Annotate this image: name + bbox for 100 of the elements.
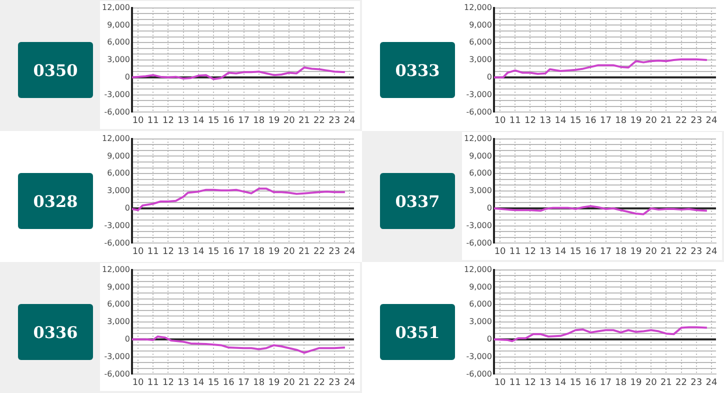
x-tick-label: 23 bbox=[328, 246, 340, 257]
x-tick-label: 19 bbox=[268, 116, 280, 126]
x-tick-label: 22 bbox=[314, 246, 325, 257]
y-tick-label: 12,000 bbox=[464, 134, 492, 143]
x-tick-label: 16 bbox=[584, 246, 597, 257]
y-tick-label: 9,000 bbox=[107, 282, 130, 292]
x-tick-label: 12 bbox=[524, 116, 536, 126]
x-tick-label: 16 bbox=[584, 116, 597, 126]
y-tick-label: 9,000 bbox=[107, 151, 130, 160]
x-tick-label: 14 bbox=[554, 116, 566, 126]
x-tick-label: 15 bbox=[570, 378, 582, 388]
x-tick-label: 23 bbox=[690, 378, 702, 388]
x-tick-label: 23 bbox=[690, 246, 702, 257]
x-tick-label: 20 bbox=[283, 116, 296, 126]
x-tick-label: 18 bbox=[615, 246, 627, 257]
x-tick-label: 15 bbox=[570, 116, 582, 126]
x-tick-label: 24 bbox=[344, 378, 356, 388]
x-tick-label: 21 bbox=[660, 116, 672, 126]
y-tick-label: 6,000 bbox=[107, 300, 130, 309]
x-tick-label: 10 bbox=[132, 246, 144, 257]
x-tick-label: 17 bbox=[600, 246, 612, 257]
x-tick-label: 13 bbox=[540, 378, 552, 388]
x-tick-label: 16 bbox=[222, 378, 235, 388]
y-tick-label: -3,000 bbox=[104, 352, 130, 361]
y-tick-label: 6,000 bbox=[469, 168, 492, 178]
y-tick-label: 3,000 bbox=[469, 55, 492, 64]
y-tick-label: -3,000 bbox=[104, 220, 130, 230]
x-tick-label: 23 bbox=[690, 116, 702, 126]
x-tick-label: 24 bbox=[344, 116, 356, 126]
x-tick-label: 18 bbox=[615, 116, 627, 126]
x-tick-label: 16 bbox=[222, 116, 235, 126]
y-tick-label: -6,000 bbox=[466, 238, 492, 248]
y-tick-label: 3,000 bbox=[469, 186, 492, 196]
x-tick-label: 11 bbox=[509, 246, 521, 257]
y-tick-label: 12,000 bbox=[102, 264, 130, 274]
y-tick-label: 12,000 bbox=[102, 134, 130, 143]
y-tick-label: 0 bbox=[486, 334, 492, 344]
x-tick-label: 21 bbox=[298, 378, 310, 388]
y-tick-label: 6,000 bbox=[107, 168, 130, 178]
text: 0351 bbox=[380, 304, 455, 360]
x-tick-label: 17 bbox=[238, 116, 250, 126]
text: 0336 bbox=[18, 304, 93, 360]
x-tick-label: 15 bbox=[208, 116, 220, 126]
x-tick-label: 13 bbox=[540, 116, 552, 126]
x-tick-label: 11 bbox=[147, 378, 159, 388]
x-tick-label: 14 bbox=[554, 246, 566, 257]
x-tick-label: 19 bbox=[630, 116, 642, 126]
y-tick-label: 3,000 bbox=[107, 186, 130, 196]
x-tick-label: 21 bbox=[660, 246, 672, 257]
y-tick-label: 3,000 bbox=[469, 317, 492, 326]
y-tick-label: 0 bbox=[124, 334, 130, 344]
x-tick-label: 24 bbox=[706, 246, 718, 257]
y-tick-label: 9,000 bbox=[469, 151, 492, 160]
x-tick-label: 20 bbox=[645, 378, 658, 388]
x-tick-label: 20 bbox=[283, 378, 296, 388]
y-tick-label: -6,000 bbox=[466, 107, 492, 116]
y-tick-label: -3,000 bbox=[466, 220, 492, 230]
x-tick-label: 18 bbox=[615, 378, 627, 388]
x-tick-label: 24 bbox=[706, 378, 718, 388]
x-tick-label: 22 bbox=[676, 378, 687, 388]
x-tick-label: 13 bbox=[178, 116, 190, 126]
y-tick-label: -6,000 bbox=[104, 369, 130, 378]
x-tick-label: 21 bbox=[298, 116, 310, 126]
y-tick-label: 12,000 bbox=[102, 2, 130, 12]
x-tick-label: 18 bbox=[253, 378, 265, 388]
y-tick-label: 6,000 bbox=[107, 38, 130, 47]
y-tick-label: 9,000 bbox=[107, 20, 130, 30]
x-tick-label: 18 bbox=[253, 116, 265, 126]
x-tick-label: 14 bbox=[554, 378, 566, 388]
x-tick-label: 21 bbox=[298, 246, 310, 257]
x-tick-label: 20 bbox=[283, 246, 296, 257]
y-tick-label: 0 bbox=[124, 72, 130, 82]
y-tick-label: -6,000 bbox=[104, 238, 130, 248]
y-tick-label: 0 bbox=[486, 72, 492, 82]
text: 0328 bbox=[18, 173, 93, 229]
x-tick-label: 21 bbox=[660, 378, 672, 388]
x-tick-label: 10 bbox=[132, 116, 144, 126]
x-tick-label: 15 bbox=[570, 246, 582, 257]
x-tick-label: 11 bbox=[147, 246, 159, 257]
x-tick-label: 16 bbox=[222, 246, 235, 257]
y-tick-label: 6,000 bbox=[469, 300, 492, 309]
y-tick-label: -3,000 bbox=[104, 90, 130, 99]
x-tick-label: 11 bbox=[509, 378, 521, 388]
y-tick-label: -3,000 bbox=[466, 90, 492, 99]
y-tick-label: -6,000 bbox=[104, 107, 130, 116]
x-tick-label: 13 bbox=[540, 246, 552, 257]
y-tick-label: 9,000 bbox=[469, 20, 492, 30]
y-tick-label: -3,000 bbox=[466, 352, 492, 361]
x-tick-label: 23 bbox=[328, 116, 340, 126]
x-tick-label: 22 bbox=[314, 378, 325, 388]
x-tick-label: 10 bbox=[132, 378, 144, 388]
x-tick-label: 12 bbox=[524, 246, 536, 257]
y-tick-label: 9,000 bbox=[469, 282, 492, 292]
x-tick-label: 22 bbox=[676, 246, 687, 257]
x-tick-label: 13 bbox=[178, 378, 190, 388]
y-tick-label: 3,000 bbox=[107, 55, 130, 64]
x-tick-label: 14 bbox=[192, 246, 204, 257]
x-tick-label: 24 bbox=[706, 116, 718, 126]
x-tick-label: 23 bbox=[328, 378, 340, 388]
x-tick-label: 20 bbox=[645, 246, 658, 257]
